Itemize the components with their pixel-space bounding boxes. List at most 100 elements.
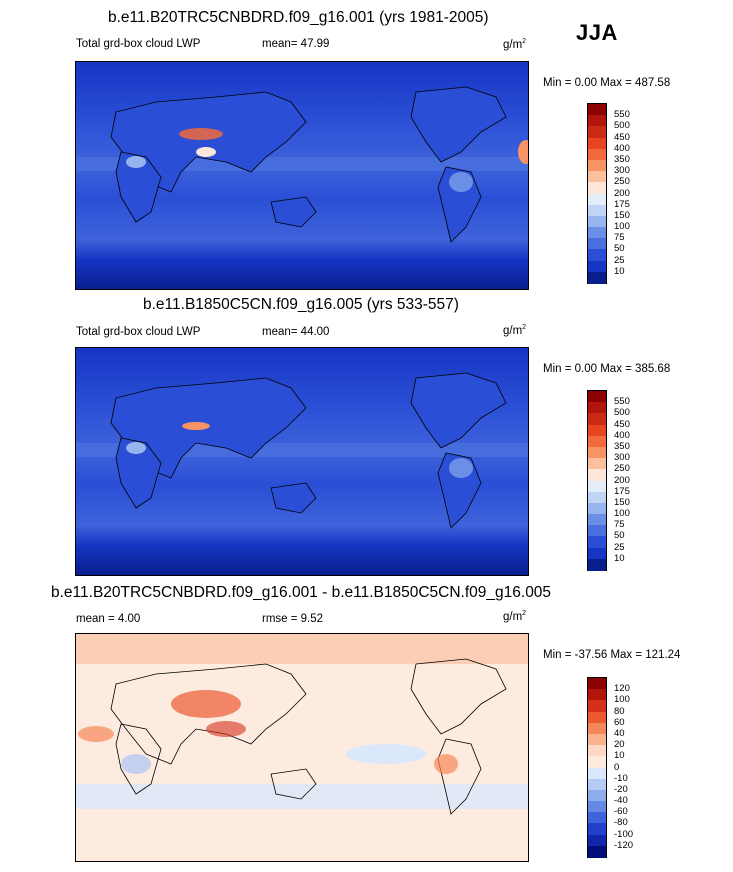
colorbar-label: 200 [614,187,630,199]
colorbar-label: 450 [614,131,630,143]
panel3-minmax: Min = -37.56 Max = 121.24 [543,649,681,661]
colorbar-label: 300 [614,452,630,464]
colorbar-box [588,204,606,217]
colorbar-label: -80 [614,817,628,829]
colorbar-label: 250 [614,463,630,475]
colorbar-box [588,435,606,448]
colorbar-label: 100 [614,221,630,233]
panel1-units: g/m2 [503,38,527,51]
colorbar-box [588,182,606,194]
colorbar-label: 300 [614,165,630,177]
colorbar-box [588,756,606,768]
panel3-colorbar: 120 100 80 60 40 20 10 0 -10 -20 -40 -60 -80 -100 -120 [587,677,633,858]
panel3-units: g/m2 [503,610,527,623]
colorbar-label: 250 [614,176,630,188]
colorbar-label: 500 [614,120,630,132]
colorbar-box [588,745,606,757]
colorbar-box [588,514,606,526]
colorbar-label: 80 [614,705,625,717]
colorbar-label: 25 [614,541,625,553]
colorbar-label: 10 [614,552,625,564]
panel3-mean: mean = 4.00 [76,613,141,625]
colorbar-box [588,767,606,780]
colorbar-box [588,137,606,150]
panel1-map-field [76,62,534,289]
colorbar-label: 10 [614,265,625,277]
panel1-minmax: Min = 0.00 Max = 487.58 [543,77,671,89]
colorbar-label: 40 [614,727,625,739]
colorbar-box [588,469,606,481]
colorbar-label: 0 [614,761,620,773]
colorbar-box [588,491,606,504]
colorbar-box [588,812,606,824]
colorbar-label: 75 [614,519,625,531]
colorbar-label: 100 [614,694,630,706]
colorbar-box [588,558,606,571]
colorbar-box [588,413,606,426]
colorbar-label: 150 [614,209,630,221]
colorbar-label: 120 [614,683,630,695]
colorbar-label: 350 [614,153,630,165]
colorbar-box [588,480,606,493]
colorbar-label: 500 [614,407,630,419]
colorbar-box [588,126,606,139]
colorbar-label: -20 [614,783,628,795]
colorbar-box [588,823,606,836]
panel3-title: b.e11.B20TRC5CNBDRD.f09_g16.001 - b.e11.… [51,584,552,601]
colorbar-label: -10 [614,772,628,784]
colorbar-box [588,260,606,273]
panel1-variable: Total grd-box cloud LWP [76,38,201,50]
colorbar-label: 10 [614,750,625,762]
panel1-colorbar: 550 500 450 400 350 300 250 200 175 150 100 75 50 25 1… [587,103,630,284]
colorbar-label: 100 [614,508,630,520]
colorbar-label: 75 [614,232,625,244]
colorbar-box [588,249,606,262]
colorbar-box [588,525,606,537]
colorbar-label: 450 [614,418,630,430]
panel2-minmax: Min = 0.00 Max = 385.68 [543,363,671,375]
colorbar-box [588,227,606,239]
colorbar-label: -40 [614,795,628,807]
panel2-colorbar: 550 500 450 400 350 300 250 200 175 150 100 75 50 25 1… [587,390,630,571]
panel2-mean: mean= 44.00 [262,326,330,338]
colorbar-box [588,271,606,284]
colorbar-label: -100 [614,828,634,840]
colorbar-label: 50 [614,530,625,542]
panel2-map [75,347,529,576]
colorbar-box [588,789,606,802]
colorbar-box [588,159,606,172]
colorbar-box [588,547,606,560]
colorbar-label: 175 [614,198,630,210]
panel3-rmse: rmse = 9.52 [262,613,324,625]
colorbar-box [588,834,606,847]
colorbar-label: 175 [614,485,630,497]
colorbar-box [588,801,606,813]
colorbar-box [588,536,606,549]
colorbar-label: 20 [614,739,625,751]
colorbar-box [588,446,606,459]
colorbar-box [588,689,606,701]
colorbar-box [588,238,606,250]
colorbar-label: 550 [614,109,630,121]
panel1-map [75,61,534,290]
colorbar-box [588,424,606,437]
colorbar-box [588,193,606,206]
colorbar-box [588,700,606,713]
colorbar-box [588,148,606,161]
panel1-mean: mean= 47.99 [262,38,330,50]
colorbar-label: 550 [614,396,630,408]
panel1-title: b.e11.B20TRC5CNBDRD.f09_g16.001 (yrs 198… [108,9,489,26]
colorbar-box [588,171,606,183]
colorbar-label: 200 [614,474,630,486]
colorbar-box [588,215,606,228]
panel3-map [75,633,529,862]
colorbar-label: 150 [614,496,630,508]
colorbar-box [588,104,606,116]
colorbar-box [588,733,606,746]
colorbar-box [588,778,606,791]
colorbar-box [588,502,606,515]
colorbar-box [588,402,606,414]
colorbar-box [588,711,606,724]
colorbar-label: 60 [614,716,625,728]
colorbar-label: 25 [614,254,625,266]
